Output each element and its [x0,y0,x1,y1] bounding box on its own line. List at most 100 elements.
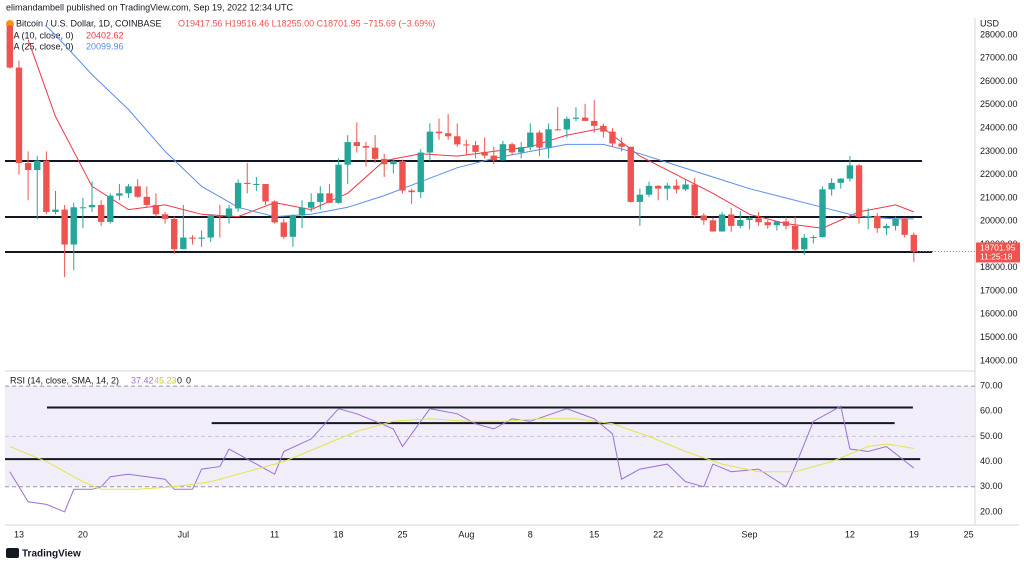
candle-body [262,183,269,202]
candle-body [472,145,479,152]
price-pane [5,25,975,278]
x-tick-label: 11 [270,529,279,539]
candle-body [591,120,598,126]
candle-body [271,201,278,223]
currency-label: USD [980,18,1000,28]
candle-body [280,222,287,237]
x-tick-label: 8 [528,529,533,539]
candle-body [682,184,689,190]
tradingview-logo [6,548,19,558]
candle-body [709,220,717,232]
candle-body [34,160,41,171]
y-tick-label: 23000.00 [980,146,1018,156]
candle-body [143,196,151,205]
candle-body [837,178,844,183]
candle-body [116,193,123,196]
candle-body [52,209,59,212]
y-tick-label: 27000.00 [980,53,1018,63]
candle-body [801,237,808,250]
candle-body [527,132,534,148]
candle-body [737,220,744,226]
candle-body [61,209,68,245]
candle-body [581,117,589,121]
axes: 13 20 Jul 11 18 25 Aug 8 15 22 Sep 12 19 25 14000.00 15… [14,29,1020,539]
rsi-tick-label: 50.00 [980,431,1003,441]
indicator-line [9,418,914,490]
candle-body [764,222,771,226]
publisher-header: elimandambell published on TradingView.c… [6,2,294,12]
candle-body [444,133,452,137]
candle-body [645,185,653,195]
symbol-title: Bitcoin / U.S. Dollar, 1D, COINBASE [16,18,162,28]
x-tick-label: Sep [741,529,757,539]
ma25-value: 20099.96 [86,41,124,51]
candle-body [664,185,671,189]
candle-body [819,189,826,238]
candle-body [910,234,918,252]
candle-body [727,214,735,226]
candle-body [417,152,424,193]
candle-body [481,151,488,156]
candle-body [307,201,315,208]
x-tick-label: 12 [845,529,855,539]
candle-body [490,155,497,161]
indicator-line [9,405,915,513]
ma10-value: 20402.62 [86,30,124,40]
candle-body [773,221,781,226]
candle-body [901,218,908,235]
candle-body [435,131,443,134]
candle-body [198,237,205,239]
candle-body [755,218,762,223]
ma25-legend: MA (25, close, 0) [6,41,74,51]
candle-body [883,225,890,229]
rsi-extra: 0 [186,375,191,385]
candle-body [253,183,260,185]
candle-body [125,186,132,194]
countdown-label: 11:25:18 [980,252,1013,262]
candle-body [426,131,434,153]
candle-body [107,195,114,222]
y-tick-label: 16000.00 [980,309,1018,319]
last-price-box [976,242,1020,263]
candle-body [545,129,552,148]
candle-body [554,129,561,131]
rsi-pane [5,385,975,513]
candle-body [627,146,634,202]
x-tick-label: 25 [397,529,407,539]
y-tick-label: 20000.00 [980,216,1018,226]
rsi-tick-label: 30.00 [980,481,1003,491]
candle-body [408,190,415,193]
candle-body [517,147,525,153]
candle-body [673,185,680,190]
candle-body [828,182,835,190]
ohlc-legend: O19417.56 H19516.46 L18255.00 C18701.95 … [178,18,435,28]
candle-body [563,118,571,130]
candle-body [536,132,543,148]
footer-brand: TradingView [22,549,81,560]
candle-body [618,143,625,147]
candle-body [161,214,169,219]
candle-body [79,207,87,209]
candle-body [353,142,361,147]
y-tick-label: 22000.00 [980,169,1018,179]
candle-body [654,185,662,189]
x-tick-label: 18 [334,529,344,539]
rsi-tick-label: 20.00 [980,506,1003,516]
candle-body [390,161,397,165]
y-tick-label: 26000.00 [980,76,1018,86]
candle-body [326,193,333,203]
candle-body [15,67,23,164]
ma10-legend: MA (10, close, 0) [6,30,74,40]
x-tick-label: 19 [909,529,919,539]
candle-body [499,144,507,161]
candle-body [317,193,324,202]
candle-body [454,136,461,145]
candle-body [892,218,899,226]
candle-body [636,194,644,202]
candle-body [572,117,580,119]
candle-body [189,237,196,239]
y-tick-label: 25000.00 [980,99,1018,109]
x-tick-label: 20 [78,529,88,539]
candle-body [746,218,753,221]
rsi-tick-label: 40.00 [980,456,1003,466]
